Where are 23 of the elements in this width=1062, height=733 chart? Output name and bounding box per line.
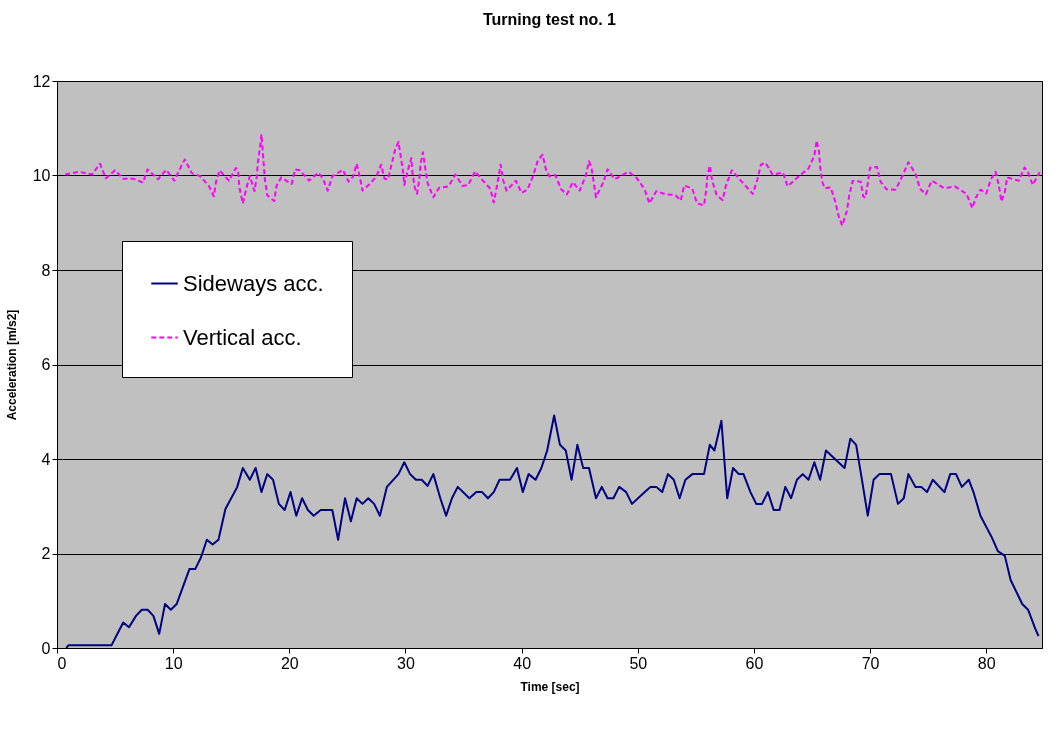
y-axis-title: Acceleration [m/s2] xyxy=(4,309,19,421)
line-series xyxy=(64,133,1041,227)
legend-label: Vertical acc. xyxy=(183,324,302,350)
x-tick-label: 0 xyxy=(57,654,67,672)
y-tick-label: 6 xyxy=(41,356,51,373)
x-tick-label: 10 xyxy=(164,654,183,672)
y-tick-label: 2 xyxy=(41,545,51,562)
x-tick-label: 70 xyxy=(861,654,880,672)
y-tick-label: 4 xyxy=(41,450,51,468)
legend-label: Sideways acc. xyxy=(183,270,324,296)
x-tick-label: 30 xyxy=(397,654,415,672)
y-tick-label: 10 xyxy=(32,167,51,184)
x-tick-label: 60 xyxy=(745,654,764,672)
y-tick-label: 8 xyxy=(41,261,51,279)
x-tick-label: 80 xyxy=(977,654,996,672)
y-tick-label: 0 xyxy=(41,639,51,657)
chart-title: Turning test no. 1 xyxy=(482,11,617,28)
line-series xyxy=(65,414,1040,648)
x-tick-label: 20 xyxy=(280,654,299,672)
x-axis-title: Time [sec] xyxy=(520,679,580,694)
y-tick-label: 12 xyxy=(32,72,51,90)
x-tick-label: 40 xyxy=(513,654,532,672)
x-tick-label: 50 xyxy=(629,654,648,672)
